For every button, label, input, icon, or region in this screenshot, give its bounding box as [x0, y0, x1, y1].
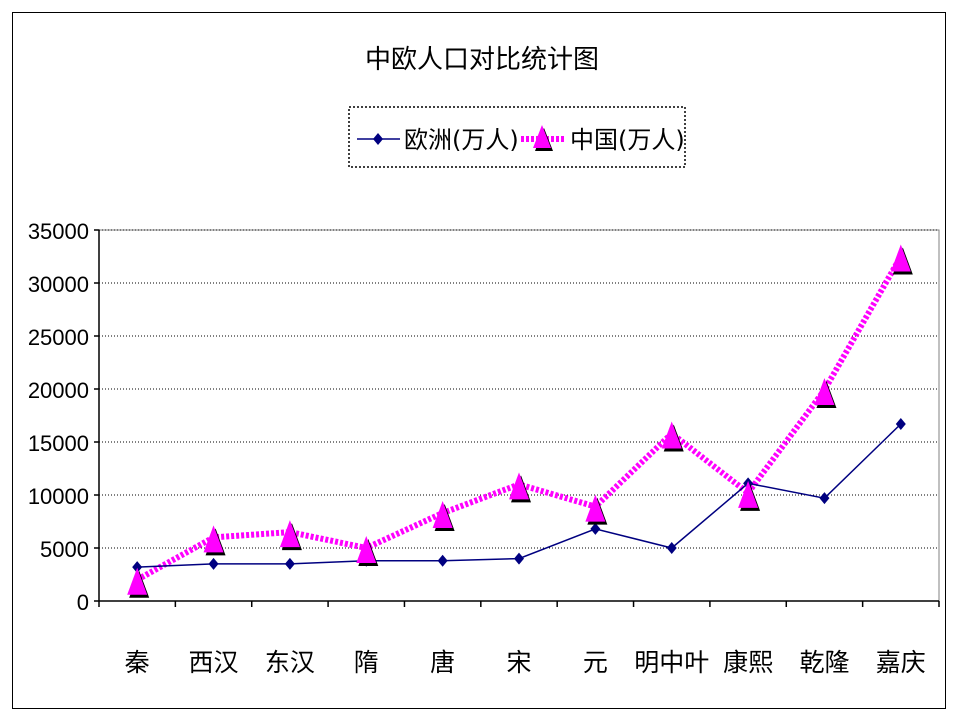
x-tick-label-8: 康熙 — [723, 648, 773, 677]
y-tick-label-2: 10000 — [28, 484, 89, 509]
point-europe-4 — [437, 554, 448, 567]
point-china-1 — [203, 525, 224, 553]
y-tick-label-7: 35000 — [28, 219, 89, 244]
y-tick-label-4: 20000 — [28, 378, 89, 403]
point-china-0 — [127, 567, 148, 595]
point-europe-10 — [895, 417, 906, 430]
point-europe-9 — [819, 492, 830, 505]
y-tick-label-5: 25000 — [28, 325, 89, 350]
point-europe-6 — [590, 522, 601, 535]
plot-area: 0 5000 10000 15000 20000 25000 30000 35000 秦 西汉 东汉… — [28, 219, 940, 677]
legend-marker-europe — [373, 133, 383, 145]
legend-item-europe: 欧洲(万人) — [357, 126, 519, 154]
y-tick-label-6: 30000 — [28, 272, 89, 297]
x-tick-label-4: 唐 — [430, 648, 455, 677]
x-tick-label-0: 秦 — [125, 648, 150, 677]
x-tick-label-5: 宋 — [506, 648, 531, 677]
x-tick-label-1: 西汉 — [189, 648, 239, 677]
point-europe-2 — [284, 557, 295, 570]
x-tick-label-9: 乾隆 — [799, 648, 849, 677]
point-europe-7 — [666, 542, 677, 554]
legend: 欧洲(万人) 中国(万人) — [348, 106, 686, 168]
y-tick-label-1: 5000 — [40, 537, 89, 562]
point-china-8 — [738, 480, 759, 508]
legend-marker-china — [533, 125, 551, 148]
legend-label-china: 中国(万人) — [570, 126, 685, 154]
point-china-9 — [814, 378, 835, 406]
x-tick-label-6: 元 — [583, 648, 608, 677]
point-europe-1 — [208, 557, 219, 570]
legend-label-europe: 欧洲(万人) — [404, 126, 519, 154]
point-china-6 — [585, 494, 606, 522]
y-tick-label-3: 15000 — [28, 431, 89, 456]
series-line-china — [135, 255, 904, 583]
x-tick-label-7: 明中叶 — [634, 648, 709, 677]
point-china-5 — [509, 472, 529, 500]
x-tick-label-2: 东汉 — [265, 648, 315, 677]
point-china-2 — [279, 520, 300, 548]
point-europe-5 — [514, 552, 524, 565]
chart-title: 中欧人口对比统计图 — [365, 45, 599, 75]
point-china-7 — [661, 421, 682, 449]
y-tick-label-0: 0 — [77, 590, 89, 615]
point-europe-0 — [132, 561, 143, 574]
x-tick-label-10: 嘉庆 — [876, 648, 926, 677]
point-china-3 — [356, 536, 377, 563]
x-tick-label-3: 隋 — [354, 648, 379, 677]
point-china-4 — [432, 501, 453, 529]
plot-border — [98, 229, 940, 602]
legend-item-china: 中国(万人) — [521, 125, 685, 154]
point-china-10 — [890, 244, 911, 272]
legend-box — [348, 106, 686, 168]
